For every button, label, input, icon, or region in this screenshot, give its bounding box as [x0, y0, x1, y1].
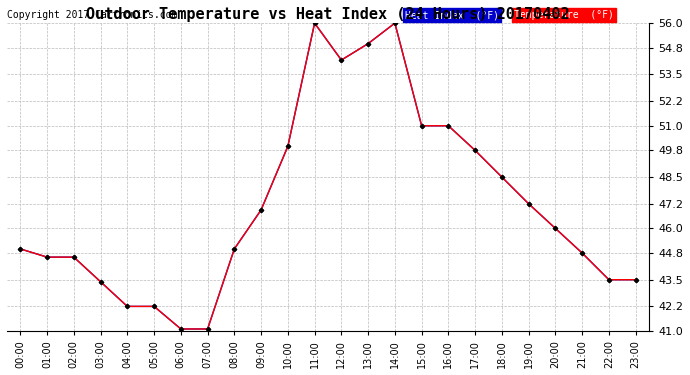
Title: Outdoor Temperature vs Heat Index (24 Hours) 20170402: Outdoor Temperature vs Heat Index (24 Ho…	[86, 7, 570, 22]
Text: Temperature  (°F): Temperature (°F)	[514, 10, 614, 20]
Text: Copyright 2017 Cartronics.com: Copyright 2017 Cartronics.com	[7, 10, 177, 20]
Text: Heat Index  (°F): Heat Index (°F)	[405, 10, 499, 20]
